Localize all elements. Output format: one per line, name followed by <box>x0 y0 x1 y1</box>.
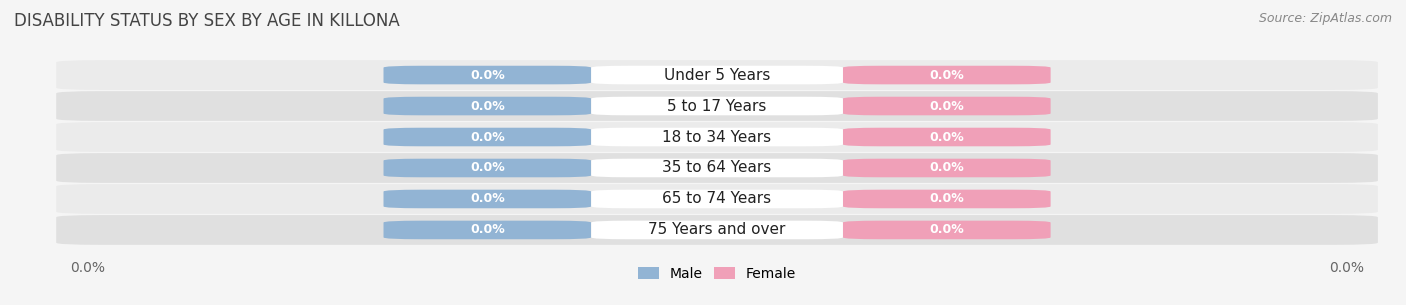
Text: Source: ZipAtlas.com: Source: ZipAtlas.com <box>1258 12 1392 25</box>
FancyBboxPatch shape <box>56 91 1378 121</box>
FancyBboxPatch shape <box>844 159 1050 177</box>
Text: 65 to 74 Years: 65 to 74 Years <box>662 192 772 206</box>
FancyBboxPatch shape <box>384 66 591 84</box>
Text: 0.0%: 0.0% <box>929 99 965 113</box>
Text: DISABILITY STATUS BY SEX BY AGE IN KILLONA: DISABILITY STATUS BY SEX BY AGE IN KILLO… <box>14 12 399 30</box>
FancyBboxPatch shape <box>384 128 591 146</box>
FancyBboxPatch shape <box>384 221 591 239</box>
Text: 0.0%: 0.0% <box>470 131 505 144</box>
FancyBboxPatch shape <box>56 215 1378 245</box>
Text: 0.0%: 0.0% <box>929 224 965 236</box>
Text: 0.0%: 0.0% <box>929 192 965 206</box>
FancyBboxPatch shape <box>591 128 844 146</box>
Text: 0.0%: 0.0% <box>929 161 965 174</box>
FancyBboxPatch shape <box>591 159 844 177</box>
FancyBboxPatch shape <box>844 128 1050 146</box>
Text: 75 Years and over: 75 Years and over <box>648 222 786 238</box>
Text: 0.0%: 0.0% <box>929 69 965 81</box>
FancyBboxPatch shape <box>844 97 1050 115</box>
Text: 0.0%: 0.0% <box>470 224 505 236</box>
FancyBboxPatch shape <box>56 184 1378 214</box>
Text: 0.0%: 0.0% <box>470 99 505 113</box>
Text: 18 to 34 Years: 18 to 34 Years <box>662 130 772 145</box>
FancyBboxPatch shape <box>844 190 1050 208</box>
FancyBboxPatch shape <box>591 97 844 115</box>
Text: 5 to 17 Years: 5 to 17 Years <box>668 99 766 113</box>
FancyBboxPatch shape <box>591 66 844 84</box>
FancyBboxPatch shape <box>384 190 591 208</box>
Text: 0.0%: 0.0% <box>470 192 505 206</box>
FancyBboxPatch shape <box>844 221 1050 239</box>
Legend: Male, Female: Male, Female <box>633 261 801 286</box>
FancyBboxPatch shape <box>384 97 591 115</box>
FancyBboxPatch shape <box>56 122 1378 152</box>
FancyBboxPatch shape <box>591 221 844 239</box>
Text: Under 5 Years: Under 5 Years <box>664 67 770 83</box>
FancyBboxPatch shape <box>56 153 1378 183</box>
Text: 0.0%: 0.0% <box>929 131 965 144</box>
FancyBboxPatch shape <box>591 190 844 208</box>
FancyBboxPatch shape <box>56 60 1378 90</box>
Text: 0.0%: 0.0% <box>470 69 505 81</box>
Text: 0.0%: 0.0% <box>470 161 505 174</box>
FancyBboxPatch shape <box>844 66 1050 84</box>
FancyBboxPatch shape <box>384 159 591 177</box>
Text: 35 to 64 Years: 35 to 64 Years <box>662 160 772 175</box>
